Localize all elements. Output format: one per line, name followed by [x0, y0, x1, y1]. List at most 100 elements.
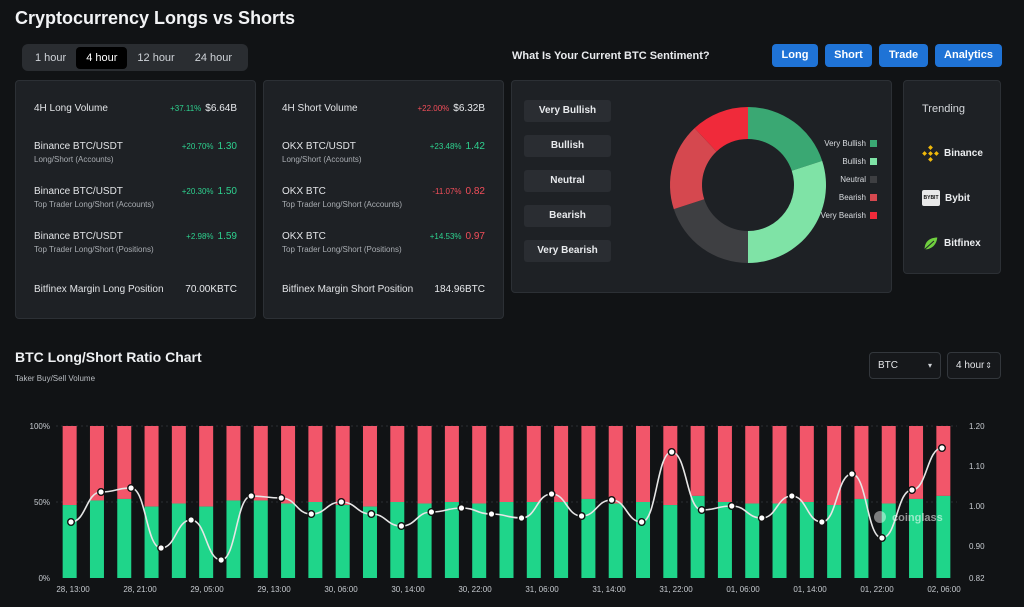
short-bar: [444, 426, 459, 502]
sentiment-question: What Is Your Current BTC Sentiment?: [512, 50, 710, 62]
x-axis-tick: 29, 13:00: [257, 585, 291, 594]
short-bar: [608, 426, 623, 504]
ratio-point: [817, 517, 826, 526]
ratio-point: [907, 485, 916, 494]
row-label: Bitfinex Margin Long Position: [34, 284, 164, 295]
sentiment-card: Very Bullish Bullish Neutral Bearish Ver…: [511, 80, 892, 293]
long-bar: [554, 502, 569, 578]
ratio-point: [547, 489, 556, 498]
watermark-text: coinglass: [892, 512, 943, 524]
tab-24-hour[interactable]: 24 hour: [194, 51, 233, 64]
ratio-point: [457, 503, 466, 512]
tab-4-hour[interactable]: 4 hour: [76, 46, 128, 69]
ratio-point: [727, 501, 736, 510]
row-label: 4H Long Volume: [34, 103, 108, 114]
long-bar: [909, 498, 924, 578]
short-stats-card: 4H Short Volume +22.00% $6.32B OKX BTC/US…: [263, 80, 504, 319]
tab-12-hour[interactable]: 12 hour: [137, 51, 175, 64]
ratio-point: [577, 511, 586, 520]
long-bar: [526, 502, 541, 578]
row-pct: +37.11%: [170, 104, 202, 113]
right-axis-tick: 1.10: [969, 462, 985, 471]
short-bar: [663, 426, 678, 506]
short-bar: [472, 426, 487, 504]
row-label: Bitfinex Margin Short Position: [282, 284, 414, 295]
ratio-point: [787, 491, 796, 500]
short-button[interactable]: Short: [825, 44, 872, 67]
left-axis-tick: 50%: [34, 498, 50, 507]
row-sublabel: Top Trader Long/Short (Positions): [34, 245, 154, 254]
ratio-point: [397, 521, 406, 530]
trending-bybit[interactable]: BYBIT Bybit: [922, 190, 970, 206]
trending-bitfinex[interactable]: Bitfinex: [922, 235, 981, 252]
page-title: Cryptocurrency Longs vs Shorts: [15, 8, 296, 28]
long-bar: [117, 498, 132, 578]
row-sublabel: Top Trader Long/Short (Accounts): [34, 200, 155, 209]
short-bar: [199, 426, 214, 507]
coin-select[interactable]: BTC ▾: [869, 352, 941, 379]
ratio-point: [66, 517, 75, 526]
row-value: 0.82: [465, 186, 485, 197]
short-bar: [827, 426, 842, 506]
short-bar: [144, 426, 159, 507]
row-label: OKX BTC: [282, 231, 326, 242]
sentiment-legend: Very Bullish Bullish Neutral Bearish Ver…: [812, 139, 877, 229]
long-volume-row: 4H Long Volume +37.11% $6.64B: [34, 103, 237, 114]
long-bar: [636, 502, 651, 578]
caret-down-icon: ▾: [927, 361, 932, 370]
donut-slice-very-bearish: [694, 107, 748, 152]
bullish-button[interactable]: Bullish: [524, 135, 611, 157]
ratio-point: [247, 491, 256, 500]
short-bar: [854, 426, 869, 499]
row-value: 1.30: [217, 141, 237, 152]
long-button[interactable]: Long: [772, 44, 818, 67]
row-value: 1.50: [217, 186, 237, 197]
bitfinex-long-row: Bitfinex Margin Long Position 70.00KBTC: [34, 284, 237, 295]
sentiment-donut: [670, 107, 826, 263]
long-bar: [472, 503, 487, 578]
row-pct: +2.98%: [186, 232, 214, 241]
bitfinex-short-row: Bitfinex Margin Short Position 184.96BTC: [282, 284, 485, 295]
short-bar: [281, 426, 296, 504]
short-bar: [335, 426, 350, 506]
row-label: Binance BTC/USDT: [34, 186, 123, 197]
short-bar: [690, 426, 705, 496]
okx-top-positions-row: OKX BTC Top Trader Long/Short (Positions…: [282, 231, 485, 254]
very-bearish-button[interactable]: Very Bearish: [524, 240, 611, 262]
trade-button[interactable]: Trade: [879, 44, 928, 67]
ratio-point: [337, 497, 346, 506]
very-bullish-button[interactable]: Very Bullish: [524, 100, 611, 122]
short-bar: [745, 426, 760, 504]
row-sublabel: Long/Short (Accounts): [34, 155, 114, 164]
row-value: $6.32B: [453, 103, 485, 114]
short-bar: [417, 426, 432, 504]
binance-icon: [922, 145, 939, 162]
ratio-chart: 0% 50% 100% 0.82 0.90 1.00 1.10 1.20 28, 13:00 28…: [30, 422, 986, 594]
donut-slice-bearish: [670, 128, 717, 210]
short-bar: [581, 426, 596, 499]
row-sublabel: Top Trader Long/Short (Positions): [282, 245, 402, 254]
long-bar: [89, 500, 104, 578]
right-axis-tick: 1.00: [969, 502, 985, 511]
ratio-point: [127, 483, 136, 492]
short-bar: [636, 426, 651, 502]
x-axis-tick: 30, 14:00: [391, 585, 425, 594]
top-buttons: Long Short Trade Analytics: [772, 44, 1002, 67]
row-pct: +22.00%: [417, 104, 450, 113]
x-axis-tick: 31, 22:00: [659, 585, 693, 594]
tab-1-hour[interactable]: 1 hour: [35, 51, 67, 64]
ratio-point: [637, 517, 646, 526]
short-bar: [226, 426, 241, 501]
analytics-button[interactable]: Analytics: [935, 44, 1002, 67]
neutral-button[interactable]: Neutral: [524, 170, 611, 192]
interval-select[interactable]: 4 hour ⇕: [947, 352, 1001, 379]
short-bar: [772, 426, 787, 504]
row-sublabel: Long/Short (Accounts): [282, 155, 362, 164]
ratio-point: [757, 513, 766, 522]
okx-accounts-row: OKX BTC/USDT Long/Short (Accounts) +23.4…: [282, 141, 485, 164]
ratio-point: [187, 515, 196, 524]
bearish-button[interactable]: Bearish: [524, 205, 611, 227]
long-bar: [171, 503, 186, 578]
trending-binance[interactable]: Binance: [922, 145, 983, 162]
updown-icon: ⇕: [985, 361, 992, 370]
